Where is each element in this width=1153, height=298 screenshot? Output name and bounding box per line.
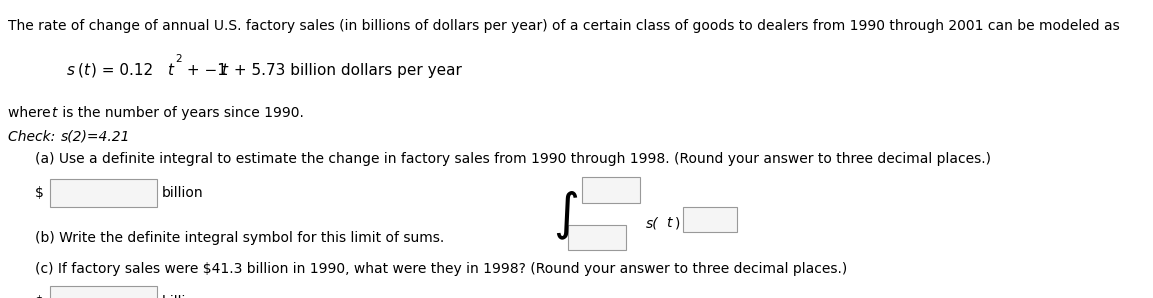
FancyBboxPatch shape [50, 179, 157, 207]
Text: $: $ [35, 186, 44, 200]
Text: billion: billion [161, 295, 203, 298]
Text: is the number of years since 1990.: is the number of years since 1990. [58, 106, 303, 120]
Text: (a) Use a definite integral to estimate the change in factory sales from 1990 th: (a) Use a definite integral to estimate … [35, 152, 990, 166]
Text: Check:: Check: [8, 130, 60, 144]
Text: s: s [67, 63, 75, 77]
Text: s(2)=4.21: s(2)=4.21 [61, 130, 130, 144]
Text: (c) If factory sales were $41.3 billion in 1990, what were they in 1998? (Round : (c) If factory sales were $41.3 billion … [35, 262, 846, 276]
Text: (: ( [77, 63, 83, 77]
Text: t: t [221, 63, 227, 77]
Text: ): ) [675, 216, 680, 230]
Text: t: t [167, 63, 173, 77]
Text: t: t [666, 216, 672, 230]
Text: billion: billion [161, 186, 203, 200]
Text: t: t [83, 63, 89, 77]
Text: (b) Write the definite integral symbol for this limit of sums.: (b) Write the definite integral symbol f… [35, 231, 444, 245]
Text: + −1: + −1 [182, 63, 232, 77]
Text: s(: s( [646, 216, 658, 230]
FancyBboxPatch shape [50, 286, 157, 298]
Text: $: $ [35, 295, 44, 298]
FancyBboxPatch shape [568, 225, 626, 250]
Text: ) = 0.12: ) = 0.12 [91, 63, 158, 77]
Text: where: where [8, 106, 55, 120]
FancyBboxPatch shape [683, 207, 737, 232]
Text: + 5.73 billion dollars per year: + 5.73 billion dollars per year [229, 63, 462, 77]
Text: 2: 2 [175, 54, 182, 64]
Text: ∫: ∫ [553, 191, 580, 239]
Text: t: t [51, 106, 56, 120]
FancyBboxPatch shape [582, 177, 640, 203]
Text: The rate of change of annual U.S. factory sales (in billions of dollars per year: The rate of change of annual U.S. factor… [8, 19, 1120, 33]
